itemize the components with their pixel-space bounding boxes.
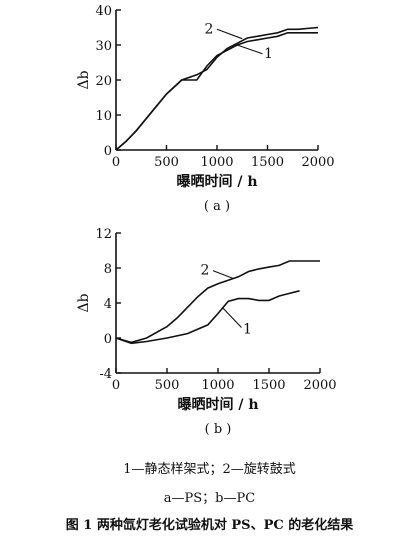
x-axis-label: 曝晒时间 / h — [176, 173, 257, 190]
y-axis-label: Δb — [76, 70, 92, 89]
y-tick-label: 10 — [95, 109, 112, 124]
series-2-leader — [212, 270, 234, 280]
series-1-line — [115, 31, 318, 151]
material-note: a—PS；b—PC — [163, 491, 256, 506]
series-2-line — [115, 260, 320, 344]
y-tick-label: -4 — [99, 367, 112, 382]
x-tick-label: 2000 — [303, 378, 336, 393]
panel-label: ( b ) — [205, 422, 232, 437]
series-2-label: 2 — [205, 21, 214, 37]
x-axis-label: 曝晒时间 / h — [177, 396, 258, 413]
y-tick-label: 40 — [95, 4, 112, 19]
y-tick-label: 12 — [95, 227, 112, 242]
y-tick-label: 4 — [104, 297, 112, 312]
series-2-line — [115, 26, 319, 151]
series-2-leader — [216, 28, 243, 40]
x-tick-label: 1000 — [200, 155, 233, 170]
x-tick-label: 500 — [155, 378, 180, 393]
x-tick-label: 500 — [154, 155, 179, 170]
series-1-leader — [222, 307, 242, 328]
x-tick-label: 1000 — [201, 378, 234, 393]
chart-a: 0 500 1000 1500 2000 0 10 20 30 40 Δb 曝晒时间 / h ( a )… — [76, 4, 335, 214]
y-tick-label: 0 — [104, 332, 112, 347]
y-tick-label: 8 — [104, 262, 112, 277]
figure-caption: 图 1 两种氙灯老化试验机对 PS、PC 的老化结果 — [65, 518, 354, 533]
panel-label: ( a ) — [204, 199, 230, 214]
y-axis-label: Δb — [76, 293, 92, 312]
y-tick-label: 30 — [95, 39, 112, 54]
x-tick-label: 0 — [112, 155, 120, 170]
series-1-leader — [237, 44, 263, 55]
x-tick-label: 2000 — [301, 155, 334, 170]
series-1-label: 1 — [264, 46, 273, 62]
y-tick-label: 20 — [95, 74, 112, 89]
series-1-line — [115, 290, 300, 345]
x-tick-label: 0 — [112, 378, 120, 393]
series-1-label: 1 — [243, 322, 252, 338]
legend-note: 1—静态样架式；2—旋转鼓式 — [123, 462, 296, 477]
y-tick-label: 0 — [104, 144, 112, 159]
series-2-label: 2 — [200, 263, 209, 279]
x-tick-label: 1500 — [252, 378, 285, 393]
x-tick-label: 1500 — [251, 155, 284, 170]
